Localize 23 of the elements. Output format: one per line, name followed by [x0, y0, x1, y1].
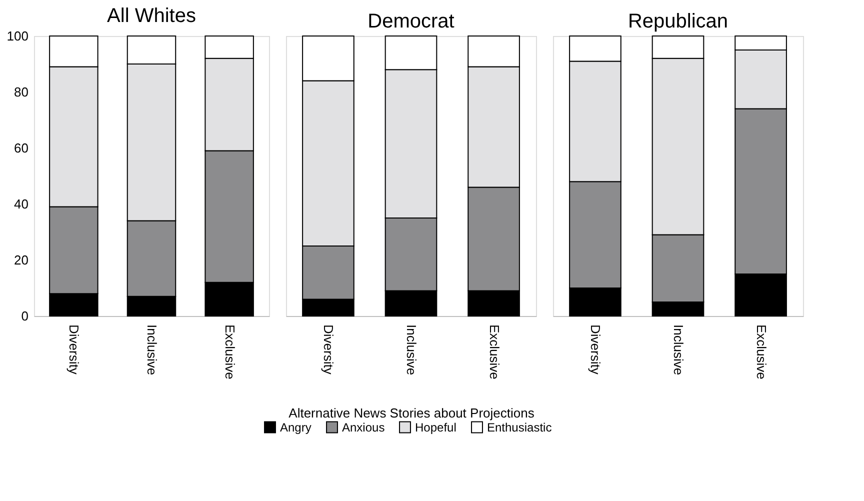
legend-label: Angry: [280, 420, 312, 434]
x-tick-label: Exclusive: [486, 324, 502, 380]
y-tick-label: 80: [14, 84, 28, 100]
x-tick-label: Inclusive: [404, 324, 419, 376]
x-tick-label: Inclusive: [671, 324, 686, 376]
x-tick-label: Exclusive: [754, 324, 769, 380]
chart-title: All Whites: [107, 5, 196, 27]
x-tick-label: Diversity: [588, 324, 604, 375]
y-tick-label: 0: [21, 308, 28, 324]
y-tick-label: 40: [14, 196, 28, 212]
x-tick-label: Exclusive: [222, 324, 238, 380]
chart-title: Democrat: [368, 10, 455, 32]
legend-label: Enthusiastic: [487, 420, 552, 434]
legend-label: Hopeful: [415, 420, 456, 434]
x-tick-label: Diversity: [321, 324, 336, 375]
y-tick-label: 100: [6, 28, 28, 44]
x-tick-label: Diversity: [66, 324, 82, 375]
x-axis-title: Alternative News Stories about Projections: [288, 405, 535, 420]
x-tick-label: Inclusive: [144, 324, 160, 376]
legend-label: Anxious: [342, 420, 385, 434]
y-tick-label: 60: [14, 140, 28, 156]
y-tick-label: 20: [14, 252, 28, 268]
chart-title: Republican: [628, 10, 728, 32]
